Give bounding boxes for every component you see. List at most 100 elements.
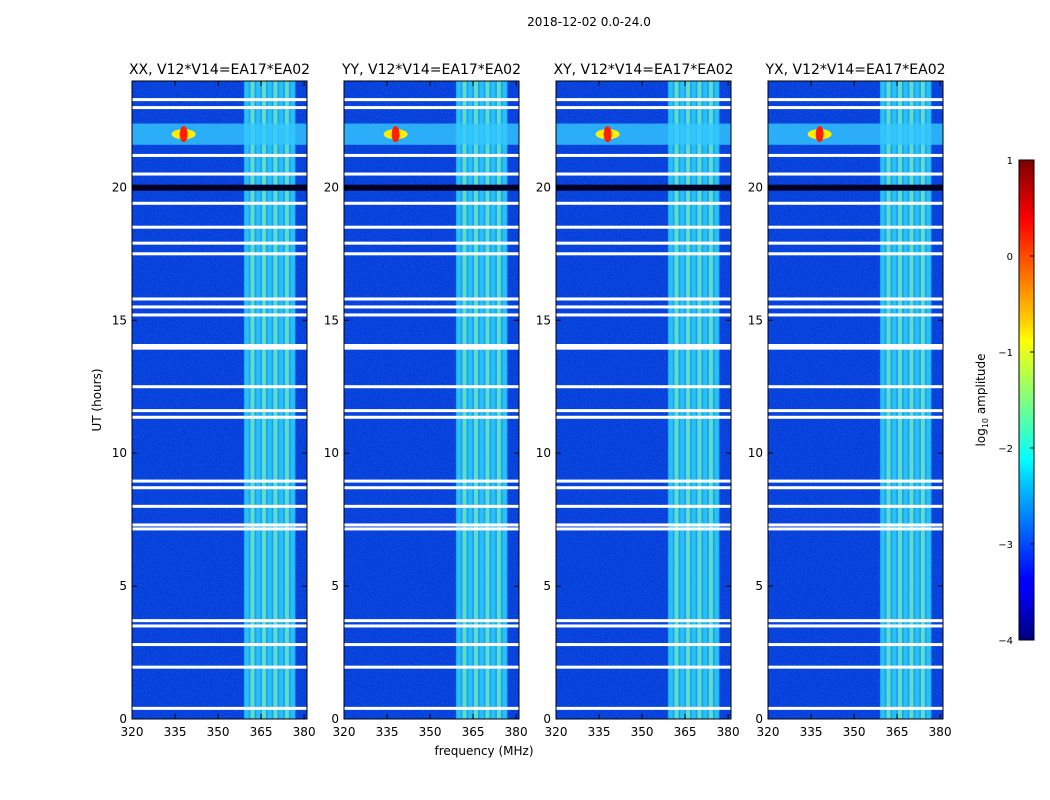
flagged-row — [132, 706, 307, 710]
panel-4: YX, V12*V14=EA17*EA02 320 335 350 365 380 0 5 10… — [748, 62, 952, 739]
y-tick-label: 5 — [119, 579, 127, 593]
flagged-row — [344, 201, 519, 205]
rfi-channel — [892, 81, 897, 719]
rfi-channel — [244, 81, 249, 719]
y-tick-label: 15 — [748, 313, 763, 327]
flagged-row — [556, 241, 731, 245]
rfi-channel — [290, 81, 295, 719]
y-tick-label: 10 — [324, 446, 339, 460]
flagged-row — [768, 665, 943, 669]
x-tick-label: 335 — [588, 725, 611, 739]
rfi-channel — [697, 81, 702, 719]
flagged-row — [344, 523, 519, 527]
x-tick-label: 380 — [505, 725, 528, 739]
rfi-channel — [685, 81, 690, 719]
flagged-row — [556, 305, 731, 309]
flagged-row — [132, 241, 307, 245]
flagged-row — [344, 504, 519, 508]
rfi-hotspot — [815, 126, 824, 143]
x-tick-label: 320 — [333, 725, 356, 739]
x-tick-label: 350 — [207, 725, 230, 739]
flagged-row — [344, 241, 519, 245]
rfi-channel — [267, 81, 272, 719]
x-tick-label: 335 — [800, 725, 823, 739]
y-tick-label: 20 — [324, 180, 339, 194]
colorbar-tick-label: −4 — [998, 636, 1013, 647]
panels-group: XX, V12*V14=EA17*EA02 320 335 350 365 380 0 5 10… — [112, 62, 952, 739]
flagged-row — [132, 479, 307, 483]
flagged-row — [132, 619, 307, 623]
flagged-row — [768, 523, 943, 527]
rfi-channel — [708, 81, 713, 719]
flagged-row — [768, 153, 943, 157]
flagged-row — [768, 106, 943, 110]
rfi-channel — [468, 81, 473, 719]
rfi-channel — [897, 81, 902, 719]
y-tick-label: 15 — [324, 313, 339, 327]
rfi-channel — [909, 81, 914, 719]
flagged-row — [556, 313, 731, 317]
flagged-row — [344, 346, 519, 350]
flagged-row — [132, 313, 307, 317]
flagged-row — [132, 527, 307, 531]
colorbar-tick-label: 0 — [1007, 252, 1013, 263]
flagged-row — [768, 643, 943, 647]
flagged-row — [344, 619, 519, 623]
flagged-row — [768, 706, 943, 710]
x-tick-label: 365 — [886, 725, 909, 739]
flagged-row — [556, 409, 731, 413]
y-tick-label: 15 — [536, 313, 551, 327]
flagged-row — [556, 252, 731, 256]
rfi-channel — [926, 81, 931, 719]
flagged-row — [132, 98, 307, 102]
x-tick-label: 365 — [250, 725, 273, 739]
colorbar-tick-label: 1 — [1007, 156, 1013, 167]
flagged-row — [132, 665, 307, 669]
flagged-row — [344, 527, 519, 531]
flagged-row — [132, 297, 307, 301]
colorbar-tick-label: −3 — [998, 540, 1013, 551]
flagged-row — [768, 619, 943, 623]
flagged-row — [556, 624, 731, 628]
flagged-row — [768, 201, 943, 205]
panel-heatmap — [768, 81, 943, 719]
flagged-row — [132, 305, 307, 309]
rfi-channel — [491, 81, 496, 719]
panel-title: XX, V12*V14=EA17*EA02 — [129, 62, 310, 78]
flagged-row — [132, 225, 307, 229]
panel-heatmap — [556, 81, 731, 719]
x-tick-label: 380 — [293, 725, 316, 739]
y-tick-label: 10 — [112, 446, 127, 460]
flagged-row — [556, 385, 731, 389]
flagged-row — [132, 385, 307, 389]
colorbar-tick-label: −2 — [998, 444, 1013, 455]
flagged-row — [344, 313, 519, 317]
flagged-row — [556, 346, 731, 350]
flagged-row — [344, 225, 519, 229]
flagged-row — [132, 643, 307, 647]
x-tick-label: 350 — [843, 725, 866, 739]
colorbar-label: log10 amplitude — [974, 354, 990, 447]
panel-heatmap — [132, 81, 307, 719]
flagged-row — [132, 504, 307, 508]
rfi-channel — [273, 81, 278, 719]
flagged-row — [768, 241, 943, 245]
flagged-row — [556, 523, 731, 527]
rfi-channel — [915, 81, 920, 719]
flagged-row — [132, 153, 307, 157]
flagged-row — [344, 624, 519, 628]
panel-frame — [767, 80, 944, 720]
colorbar-tick-label: −1 — [998, 348, 1013, 359]
rfi-stripe — [132, 123, 307, 145]
flagged-row — [132, 201, 307, 205]
rfi-channel — [668, 81, 673, 719]
dark-row — [132, 184, 307, 191]
flagged-row — [344, 385, 519, 389]
flagged-row — [556, 172, 731, 176]
rfi-channel — [903, 81, 908, 719]
y-axis-label: UT (hours) — [90, 368, 104, 431]
panel-title: YY, V12*V14=EA17*EA02 — [341, 62, 521, 78]
flagged-row — [556, 106, 731, 110]
dark-row — [768, 184, 943, 191]
flagged-row — [132, 486, 307, 490]
